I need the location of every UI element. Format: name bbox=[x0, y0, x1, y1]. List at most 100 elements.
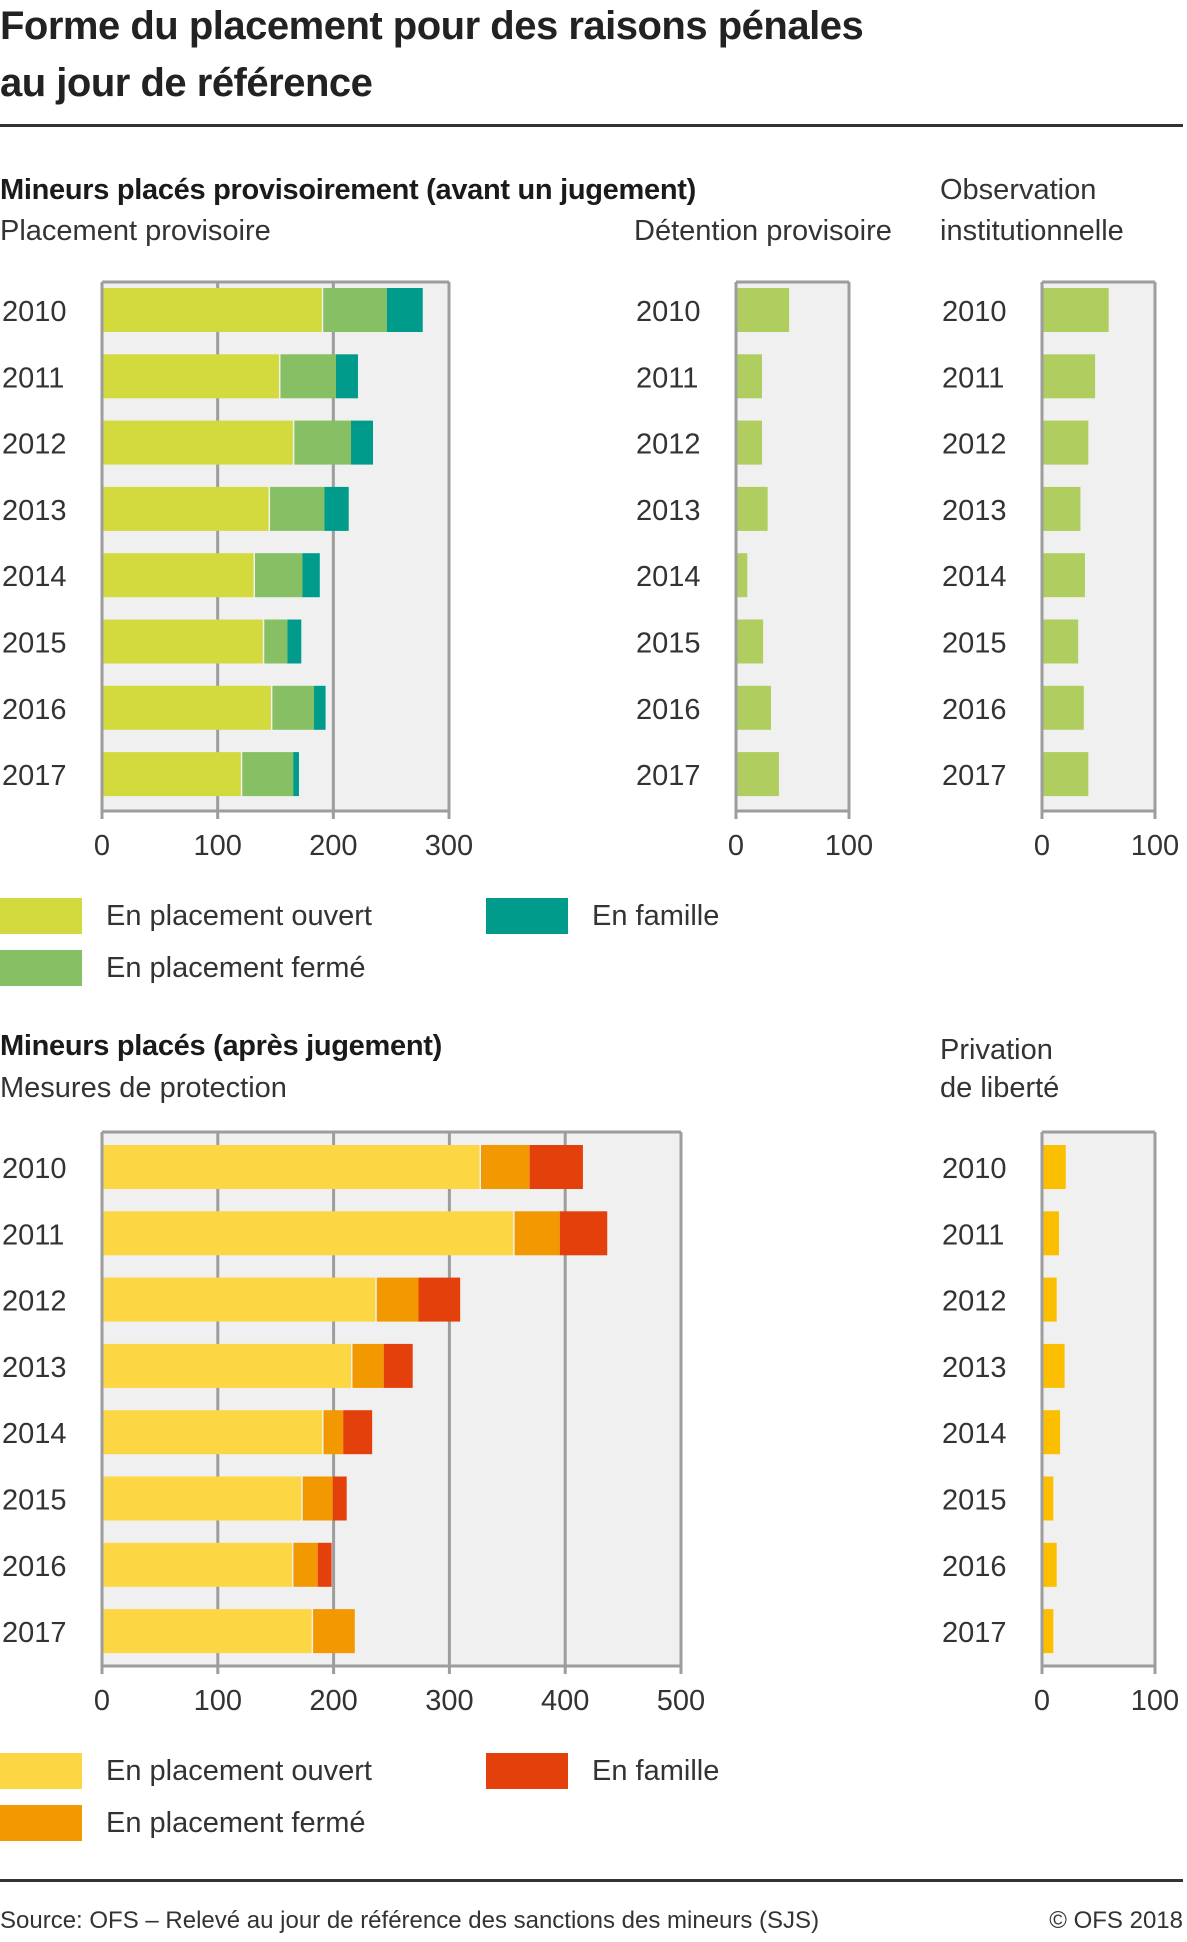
mesures-protection-bar-2014-s1 bbox=[323, 1410, 344, 1455]
detention-provisoire-category-label: 2011 bbox=[636, 362, 698, 394]
privation-liberte-tick-label: 100 bbox=[1131, 1685, 1179, 1717]
legend1-item-ferme: En placement fermé bbox=[0, 949, 366, 987]
observation-institutionnelle-category-label: 2010 bbox=[942, 296, 1007, 328]
privation-liberte-bar-2012-s0 bbox=[1043, 1277, 1057, 1322]
legend2-item-ferme: En placement fermé bbox=[0, 1804, 366, 1842]
observation-institutionnelle-bar-2013-s0 bbox=[1043, 486, 1081, 531]
mesures-protection-bar-2012-s0 bbox=[103, 1277, 376, 1322]
legend-label: En famille bbox=[592, 899, 720, 932]
legend1-item-ouvert: En placement ouvert bbox=[0, 897, 372, 935]
mesures-protection-subtitle: Mesures de protection bbox=[0, 1072, 287, 1104]
mesures-protection-bar-2017-s1 bbox=[313, 1609, 355, 1654]
placement-provisoire-bar-2016-s2 bbox=[314, 685, 326, 730]
placement-provisoire-tick-label: 0 bbox=[94, 830, 110, 862]
observation-heading-line1: Observation bbox=[940, 174, 1097, 206]
mesures-protection-category-label: 2010 bbox=[2, 1153, 67, 1185]
legend-swatch bbox=[486, 898, 568, 934]
observation-institutionnelle-tick-label: 100 bbox=[1131, 830, 1179, 862]
privation-liberte-category-label: 2010 bbox=[942, 1153, 1007, 1185]
detention-provisoire-bar-2013-s0 bbox=[737, 486, 768, 531]
observation-institutionnelle-category-label: 2013 bbox=[942, 495, 1007, 527]
section1-heading: Mineurs placés provisoirement (avant un … bbox=[0, 174, 696, 206]
detention-provisoire-category-label: 2017 bbox=[636, 760, 701, 792]
mesures-protection-bar-2010-s1 bbox=[481, 1145, 530, 1189]
mesures-protection-tick-label: 500 bbox=[657, 1685, 705, 1717]
observation-heading-line2: institutionnelle bbox=[940, 215, 1124, 247]
placement-provisoire-bar-2015-s1 bbox=[264, 619, 288, 664]
placement-provisoire-category-label: 2011 bbox=[2, 362, 64, 394]
observation-institutionnelle-bar-2014-s0 bbox=[1043, 553, 1085, 598]
privation-liberte-bar-2016-s0 bbox=[1043, 1542, 1057, 1587]
mesures-protection-bar-2016-s2 bbox=[317, 1542, 332, 1587]
detention-provisoire-category-label: 2014 bbox=[636, 561, 701, 593]
placement-provisoire-bar-2012-s0 bbox=[103, 420, 293, 465]
placement-provisoire-bar-2014-s0 bbox=[103, 553, 254, 598]
mesures-protection-bar-2016-s0 bbox=[103, 1542, 292, 1587]
placement-provisoire-tick-label: 100 bbox=[193, 830, 241, 862]
legend-swatch bbox=[0, 898, 82, 934]
mesures-protection-bar-2016-s1 bbox=[293, 1542, 318, 1587]
privation-liberte-category-label: 2013 bbox=[942, 1352, 1007, 1384]
placement-provisoire-bar-2012-s2 bbox=[351, 420, 374, 465]
chart-title-line2: au jour de référence bbox=[0, 61, 373, 105]
observation-institutionnelle-bar-2012-s0 bbox=[1043, 420, 1089, 465]
privation-liberte-bar-2011-s0 bbox=[1043, 1211, 1059, 1256]
mesures-protection-bar-2012-s1 bbox=[376, 1277, 419, 1322]
mesures-protection-bar-2015-s2 bbox=[332, 1476, 347, 1521]
legend-label: En placement fermé bbox=[106, 951, 366, 984]
placement-provisoire-bar-2010-s0 bbox=[103, 288, 322, 332]
detention-provisoire-bar-2012-s0 bbox=[737, 420, 762, 465]
placement-provisoire-bar-2015-s0 bbox=[103, 619, 263, 664]
observation-institutionnelle-category-label: 2012 bbox=[942, 429, 1007, 461]
placement-provisoire-bar-2017-s0 bbox=[103, 752, 241, 797]
privation-liberte-bar-2010-s0 bbox=[1043, 1145, 1066, 1189]
placement-provisoire-tick-label: 200 bbox=[309, 830, 357, 862]
privation-liberte-category-label: 2011 bbox=[942, 1219, 1004, 1251]
legend2-item-ouvert: En placement ouvert bbox=[0, 1752, 372, 1790]
mesures-protection-bar-2017-s0 bbox=[103, 1609, 312, 1654]
observation-institutionnelle-category-label: 2015 bbox=[942, 628, 1007, 660]
privation-liberte-tick-label: 0 bbox=[1034, 1685, 1050, 1717]
privation-liberte-category-label: 2012 bbox=[942, 1286, 1007, 1318]
mesures-protection-bar-2011-s0 bbox=[103, 1211, 514, 1256]
detention-provisoire-bar-2017-s0 bbox=[737, 752, 779, 797]
legend-swatch bbox=[0, 1805, 82, 1841]
privation-liberte-plot-area bbox=[1042, 1132, 1155, 1666]
placement-provisoire-subtitle: Placement provisoire bbox=[0, 215, 271, 247]
mesures-protection-bar-2011-s1 bbox=[514, 1211, 560, 1256]
privation-heading-line1: Privation bbox=[940, 1034, 1053, 1066]
placement-provisoire-bar-2011-s2 bbox=[335, 354, 358, 399]
placement-provisoire-category-label: 2016 bbox=[2, 694, 67, 726]
placement-provisoire-bar-2015-s2 bbox=[287, 619, 302, 664]
mesures-protection-bar-2013-s2 bbox=[383, 1343, 413, 1388]
mesures-protection-tick-label: 200 bbox=[309, 1685, 357, 1717]
legend-label: En placement ouvert bbox=[106, 899, 372, 932]
legend-swatch bbox=[486, 1753, 568, 1789]
detention-provisoire-bar-2015-s0 bbox=[737, 619, 764, 664]
placement-provisoire-bar-2013-s2 bbox=[324, 486, 349, 531]
detention-provisoire-tick-label: 0 bbox=[728, 830, 744, 862]
chart-title-line1: Forme du placement pour des raisons péna… bbox=[0, 4, 864, 48]
placement-provisoire-bar-2016-s0 bbox=[103, 685, 271, 730]
privation-liberte-category-label: 2017 bbox=[942, 1617, 1007, 1649]
legend1-item-famille: En famille bbox=[486, 897, 719, 935]
placement-provisoire-bar-2011-s1 bbox=[280, 354, 336, 399]
placement-provisoire-bar-2017-s1 bbox=[242, 752, 294, 797]
observation-institutionnelle-bar-2016-s0 bbox=[1043, 685, 1084, 730]
privation-liberte-bar-2017-s0 bbox=[1043, 1609, 1054, 1654]
detention-provisoire-category-label: 2015 bbox=[636, 628, 701, 660]
mesures-protection-category-label: 2017 bbox=[2, 1617, 67, 1649]
observation-institutionnelle-category-label: 2016 bbox=[942, 694, 1007, 726]
mesures-protection-bar-2013-s0 bbox=[103, 1343, 351, 1388]
legend2-item-famille: En famille bbox=[486, 1752, 719, 1790]
observation-institutionnelle-bar-2015-s0 bbox=[1043, 619, 1079, 664]
placement-provisoire-bar-2016-s1 bbox=[272, 685, 315, 730]
privation-liberte-bar-2015-s0 bbox=[1043, 1476, 1054, 1521]
observation-institutionnelle-category-label: 2017 bbox=[942, 760, 1007, 792]
placement-provisoire-category-label: 2012 bbox=[2, 429, 67, 461]
mesures-protection-category-label: 2016 bbox=[2, 1551, 67, 1583]
footer-divider bbox=[0, 1879, 1183, 1882]
copyright: © OFS 2018 bbox=[1049, 1907, 1183, 1934]
mesures-protection-tick-label: 300 bbox=[425, 1685, 473, 1717]
legend-label: En placement ouvert bbox=[106, 1754, 372, 1787]
